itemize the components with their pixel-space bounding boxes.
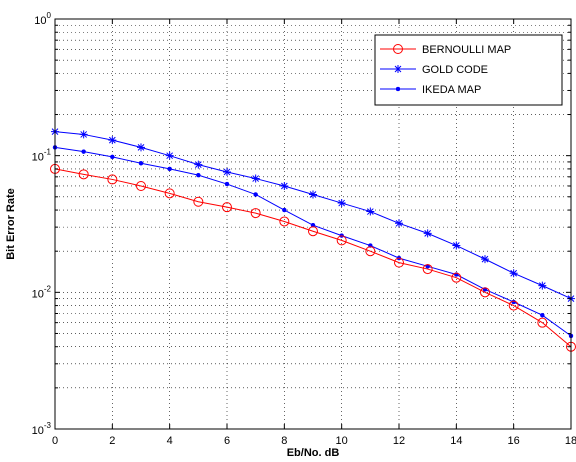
x-tick-label: 14 [450,435,462,447]
data-point-0 [537,317,548,328]
data-point-2 [224,181,230,187]
x-tick-label: 2 [109,435,115,447]
y-tick-label: 100 [34,11,51,27]
y-tick-label: 10-1 [32,148,52,164]
data-point-2 [282,207,287,213]
y-axis-label: Bit Error Rate [5,188,17,260]
data-point-1 [309,190,317,199]
data-point-0 [250,208,261,219]
data-point-1 [395,219,403,228]
data-point-0 [508,300,519,311]
y-axis: 100 10-1 10-2 10-3 [32,11,571,437]
data-point-0 [394,257,404,268]
data-point-0 [279,216,290,227]
legend: BERNOULLI MAP GOLD CODE IKEDA MAP [374,34,563,106]
data-point-2 [81,149,86,154]
data-point-1 [366,207,375,216]
legend-box [374,34,563,106]
y-tick-label: 10-2 [32,284,52,300]
data-point-1 [108,136,117,145]
x-tick-label: 8 [281,435,287,447]
data-point-0 [136,180,146,191]
data-point-0 [365,246,376,257]
data-point-2 [196,172,201,178]
data-point-0 [451,272,462,283]
x-tick-label: 16 [508,435,520,447]
data-point-1 [509,269,518,278]
data-point-2 [253,192,258,197]
y-tick-label: 10-3 [32,421,52,437]
data-point-1 [251,174,260,183]
x-tick-label: 4 [167,435,173,447]
data-point-1 [481,255,489,264]
data-point-2 [138,161,144,166]
data-point-2 [167,166,172,172]
legend-marker-1 [394,65,402,73]
data-point-0 [308,226,318,237]
x-axis: 0 2 4 6 8 10 12 14 16 18 [52,19,576,447]
plot-frame [54,18,572,430]
legend-label-2: IKEDA MAP [422,84,481,96]
data-point-1 [79,130,88,139]
legend-marker-0 [393,44,403,54]
legend-marker-2 [395,86,401,92]
data-point-0 [107,174,118,185]
data-point-0 [193,196,204,207]
x-tick-label: 0 [52,435,58,447]
data-point-0 [422,264,433,275]
data-point-0 [164,188,175,199]
data-point-1 [337,199,346,208]
data-point-2 [110,154,115,160]
data-point-1 [452,241,461,250]
data-point-0 [480,287,490,298]
data-point-0 [78,169,89,180]
x-tick-label: 10 [336,435,348,447]
x-tick-label: 6 [224,435,230,447]
legend-label-1: GOLD CODE [422,64,488,76]
data-point-1 [194,160,203,169]
x-tick-label: 18 [565,435,576,447]
data-point-0 [336,235,347,246]
data-point-1 [223,167,231,176]
data-point-1 [165,151,174,160]
x-axis-label: Eb/No. dB [287,447,340,459]
series-group [50,127,576,352]
data-point-1 [280,181,289,190]
data-point-0 [222,202,232,213]
data-point-1 [423,229,432,238]
data-point-1 [538,281,547,290]
data-point-1 [137,143,145,152]
data-point-2 [540,312,545,318]
series-line-0 [54,168,572,348]
legend-label-0: BERNOULLI MAP [422,44,511,56]
x-tick-label: 12 [393,435,405,447]
